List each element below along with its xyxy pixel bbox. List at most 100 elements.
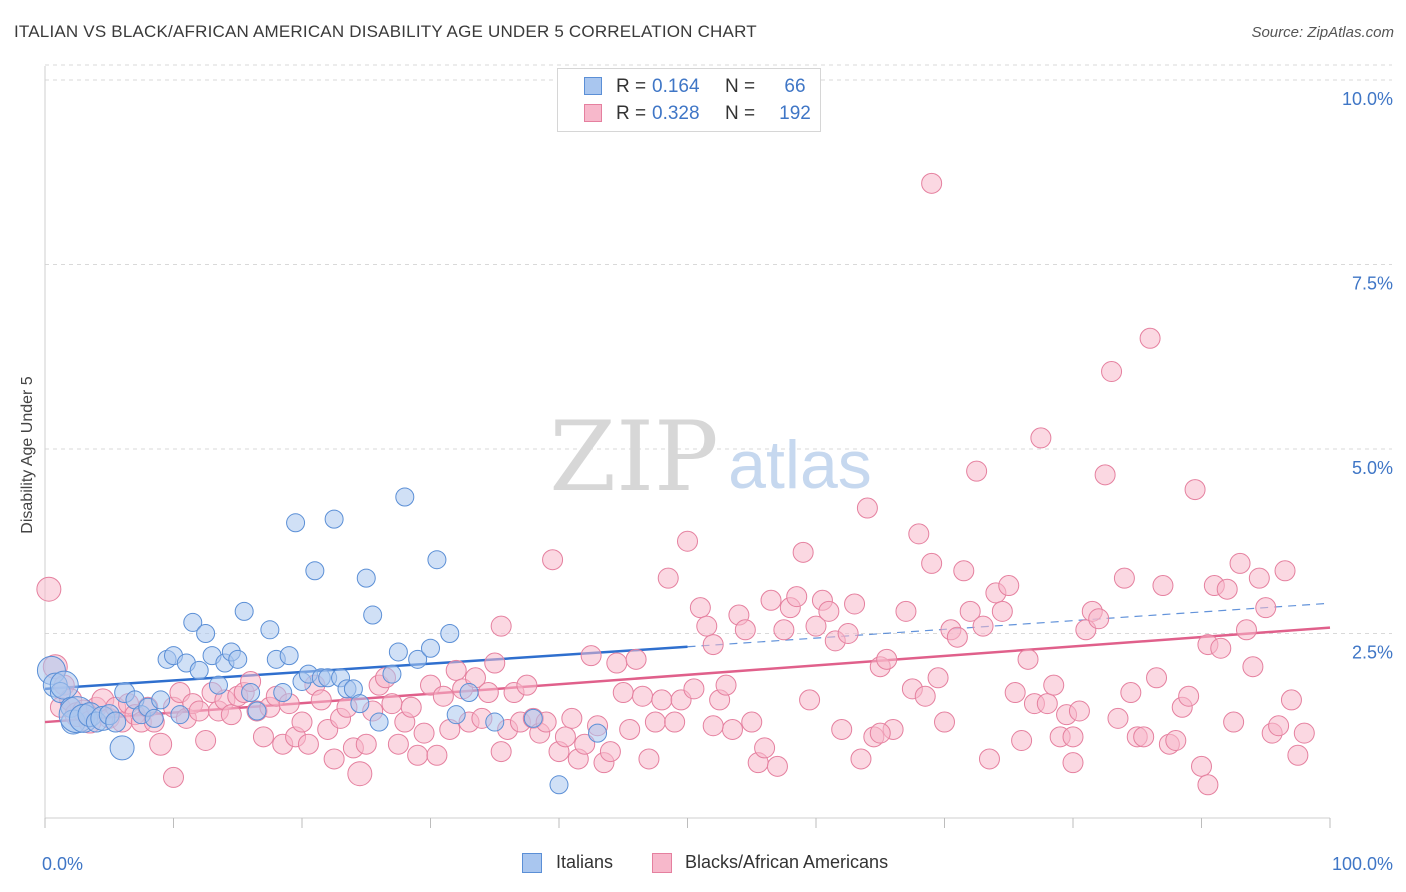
blacks-point [297, 733, 319, 755]
italians-point [356, 568, 376, 588]
blacks-point [644, 711, 666, 733]
watermark-atlas: atlas [728, 427, 872, 503]
blacks-point [959, 600, 981, 622]
blacks-point [677, 530, 698, 552]
blacks-point [689, 597, 711, 619]
blacks-swatch [584, 104, 602, 122]
italians-point [363, 605, 383, 625]
blacks-point [1030, 427, 1052, 449]
blacks-point [1120, 682, 1142, 704]
legend-blacks-swatch [652, 853, 672, 873]
blacks-point [696, 615, 718, 637]
x-tick-label: 100.0% [1332, 854, 1393, 874]
blacks-point [477, 682, 499, 704]
blacks-point [36, 576, 62, 602]
blacks-point [542, 549, 564, 571]
blacks-point [1242, 656, 1264, 678]
blacks-point [1139, 327, 1161, 349]
blacks-point [895, 600, 917, 622]
legend-blacks-label: Blacks/African Americans [685, 852, 889, 872]
blacks-point [490, 741, 512, 763]
blacks-point [632, 685, 654, 707]
blacks-point [1113, 567, 1135, 589]
italians-point [324, 509, 344, 529]
x-tick-label: 0.0% [42, 854, 83, 874]
blacks-point [1068, 700, 1090, 722]
blacks-point [734, 619, 756, 641]
blacks-r-value: 0.328 [652, 103, 700, 124]
italians-point [421, 638, 440, 658]
blacks-point [516, 674, 538, 696]
blacks-point [715, 674, 737, 696]
watermark-zip: ZIP [549, 401, 718, 513]
blacks-point [1133, 726, 1155, 748]
blacks-point [1280, 689, 1302, 711]
blacks-point [1184, 479, 1206, 501]
blacks-point [651, 689, 673, 711]
blacks-point [1107, 707, 1129, 729]
blacks-point [721, 718, 743, 740]
blacks-point [310, 689, 332, 711]
italians-point [260, 620, 280, 640]
italians-point [183, 612, 203, 632]
blacks-point [432, 685, 454, 707]
blacks-point [934, 711, 955, 733]
italians-point [228, 649, 248, 669]
italians-point [208, 675, 228, 695]
blacks-point [1011, 730, 1033, 752]
italians-n-label: N = [725, 76, 756, 97]
blacks-point [445, 659, 467, 681]
blacks-r-label: R = [616, 103, 647, 124]
italians-point [427, 550, 447, 570]
blacks-point [702, 715, 724, 737]
blacks-point [580, 645, 602, 667]
blacks-point [927, 667, 949, 689]
italians-point [350, 694, 370, 714]
blacks-point [773, 619, 795, 641]
italians-point [446, 705, 466, 725]
blacks-point [599, 741, 621, 763]
y-tick-label: 10.0% [1342, 89, 1393, 109]
blacks-n-value: 192 [779, 103, 811, 124]
italians-point [459, 683, 479, 703]
italians-point [395, 487, 415, 507]
blacks-point [856, 497, 878, 519]
legend-italians-swatch [522, 853, 542, 873]
blacks-point [837, 623, 859, 644]
axes [44, 66, 1331, 828]
italians-point [388, 642, 408, 662]
blacks-point [657, 567, 679, 589]
italians-point [273, 683, 293, 703]
italians-point [382, 664, 402, 684]
blacks-point [413, 722, 435, 744]
italians-r-label: R = [616, 76, 647, 97]
series-italians-points [36, 487, 608, 795]
blacks-point [946, 626, 968, 648]
blacks-point [1235, 619, 1257, 641]
y-tick-label: 5.0% [1352, 458, 1393, 478]
blacks-point [741, 711, 763, 733]
blacks-point [799, 689, 821, 711]
chart-source: Source: ZipAtlas.com [1251, 24, 1394, 41]
blacks-point [188, 700, 210, 722]
blacks-point [484, 652, 506, 674]
italians-point [196, 624, 216, 643]
blacks-point [606, 652, 628, 674]
blacks-point [163, 766, 184, 788]
blacks-point [998, 575, 1020, 597]
blacks-point [612, 682, 634, 704]
blacks-point [1043, 674, 1065, 696]
italians-point [247, 701, 267, 721]
blacks-point [805, 615, 827, 637]
blacks-point [702, 634, 724, 656]
blacks-point [914, 685, 936, 707]
blacks-point [387, 733, 409, 755]
blacks-point [1094, 464, 1116, 486]
blacks-point [638, 748, 660, 770]
blacks-point [561, 707, 583, 729]
blacks-point [400, 696, 422, 718]
blacks-point [1101, 361, 1123, 383]
italians-point [241, 683, 261, 703]
italians-trend-extension [687, 602, 1331, 648]
blacks-point [323, 748, 345, 770]
